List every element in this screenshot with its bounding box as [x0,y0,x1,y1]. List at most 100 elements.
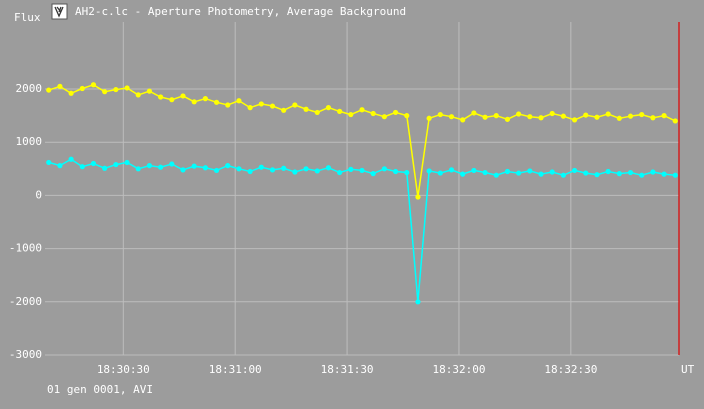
data-point [560,113,566,119]
y-tick-label: -2000 [9,295,42,308]
series-line [48,83,676,198]
data-point [471,110,477,116]
data-point [594,172,600,178]
data-point [180,167,186,173]
data-point [359,107,365,113]
data-point [68,156,74,162]
data-point [180,93,186,99]
data-point [247,105,253,111]
data-point [493,113,499,119]
data-point [448,114,455,120]
data-point [292,169,298,175]
data-point [79,85,85,92]
data-point [292,102,298,108]
data-point [146,163,153,169]
data-point [639,172,645,178]
y-tick-label: -3000 [9,348,42,361]
data-point [135,166,141,172]
data-point [549,169,555,175]
data-point [404,169,410,176]
y-tick-label: 1000 [16,135,43,148]
data-point [437,170,443,176]
data-point [169,161,175,167]
data-point [616,115,622,121]
data-point [616,171,622,177]
data-point [191,99,197,105]
data-point [258,101,264,107]
data-point [605,168,611,175]
data-point [225,102,231,108]
data-point [471,167,477,174]
x-tick-label: 18:31:00 [209,363,262,376]
data-point [303,106,309,112]
data-point [516,111,522,117]
data-point [415,194,421,200]
series-line [48,158,676,302]
data-point [527,168,533,174]
data-point [46,87,52,93]
data-point [57,83,63,89]
data-point [672,118,678,124]
data-point [281,165,287,171]
data-point [146,88,153,94]
data-point [571,167,578,174]
data-point [213,167,220,174]
data-point [202,96,208,102]
data-point [448,167,455,173]
y-tick-label: 2000 [16,82,43,95]
data-point [113,161,119,168]
data-point [661,113,667,119]
data-point [158,94,164,100]
data-point [583,112,589,118]
data-point [594,114,600,120]
data-point [258,164,264,170]
data-point [627,113,634,119]
x-tick-label: 18:31:30 [321,363,374,376]
data-point [46,159,52,166]
data-point [325,105,332,111]
data-point [605,111,611,117]
data-point [337,169,343,176]
data-point [303,166,309,172]
data-point [236,166,242,172]
data-point [225,163,231,169]
data-point [370,110,376,117]
data-point [90,82,97,88]
data-point [650,169,656,175]
plot [46,82,678,305]
data-point [493,172,499,178]
app-icon [51,3,68,20]
data-point [191,163,197,169]
data-point [169,97,175,103]
data-point [482,114,488,120]
data-point [672,172,678,178]
data-point [348,111,354,118]
data-point [538,171,544,177]
x-tick-label: 18:32:00 [432,363,485,376]
data-point [527,114,533,120]
y-tick-label: 0 [35,188,42,201]
data-point [79,164,85,170]
y-axis-label: Flux [14,11,41,24]
data-point [627,169,634,176]
data-point [661,171,667,177]
data-point [437,111,443,118]
data-point [269,167,276,173]
data-point [158,164,164,170]
data-point [504,168,511,175]
data-point [415,299,421,305]
data-point [392,109,399,116]
data-point [57,163,63,169]
data-point [571,117,578,123]
data-point [124,159,130,166]
y-tick-label: -1000 [9,242,42,255]
data-point [460,171,466,177]
x-tick-label: 18:32:30 [544,363,597,376]
data-point [68,90,74,96]
data-point [314,109,320,116]
data-point [549,110,555,117]
data-point [236,98,242,104]
data-point [426,168,432,174]
data-point [538,115,544,121]
